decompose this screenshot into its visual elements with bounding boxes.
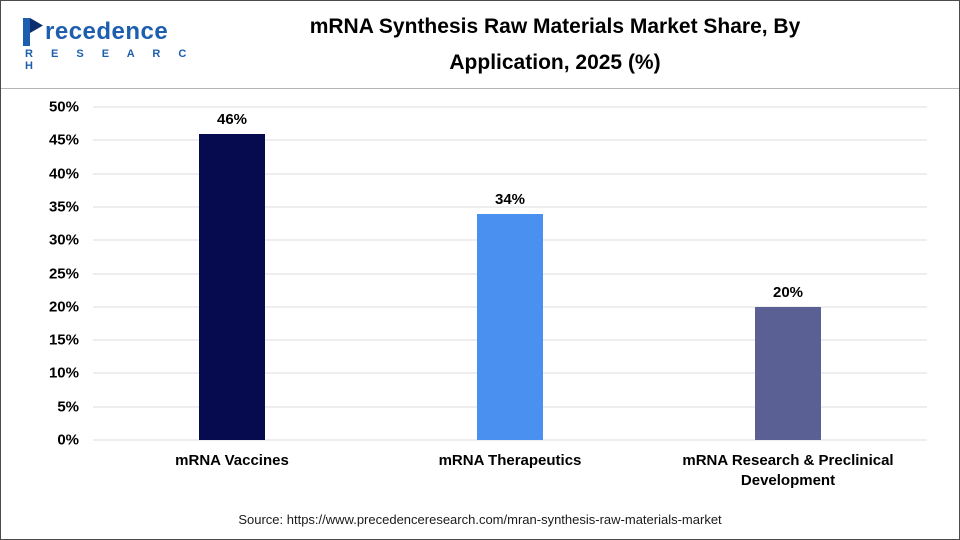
gridline: [93, 173, 927, 175]
y-axis-tick-label: 45%: [48, 131, 79, 149]
logo-p-icon: [21, 17, 43, 46]
bar-0: [199, 133, 265, 440]
bar-value-label: 20%: [772, 283, 804, 301]
y-axis-tick-label: 15%: [48, 331, 79, 349]
x-axis-category-label: mRNA Therapeutics: [438, 452, 582, 469]
chart-title-line2: Application, 2025 (%): [449, 50, 661, 74]
gridline: [93, 139, 927, 141]
bar-1: [477, 213, 543, 440]
bars-container: 46% 34% 20%: [93, 107, 927, 440]
gridline: [93, 106, 927, 108]
source-text: Source: https://www.precedenceresearch.c…: [238, 512, 722, 527]
chart-title-line1: mRNA Synthesis Raw Materials Market Shar…: [309, 14, 801, 38]
y-axis-tick-label: 0%: [57, 431, 79, 449]
logo-wordmark: recedence: [21, 17, 205, 46]
y-axis-tick-label: 10%: [48, 364, 79, 382]
y-axis-tick-label: 25%: [48, 265, 79, 282]
logo-subtext: R E S E A R C H: [25, 47, 194, 72]
bar-chart: 0% 5% 10% 15% 20% 25% 30% 35% 40% 45% 50% 46% 34% 20%…: [1, 89, 959, 539]
y-axis-tick-label: 35%: [48, 198, 79, 216]
y-axis-tick-label: 5%: [57, 398, 79, 416]
bar-2: [755, 306, 821, 440]
bar-slot: 34%: [371, 107, 649, 440]
y-axis-tick-label: 30%: [48, 231, 79, 249]
bar-value-label: 46%: [216, 110, 248, 128]
header: recedence R E S E A R C H mRNA Synthesis…: [1, 1, 959, 89]
bar-value-label: 34%: [494, 190, 526, 208]
logo-text: recedence: [45, 17, 169, 45]
x-axis-category-label: mRNA Research & Preclinical Development: [682, 452, 894, 490]
chart-title: mRNA Synthesis Raw Materials Market Shar…: [205, 9, 945, 80]
bar-slot: 46%: [93, 107, 371, 440]
y-axis-tick-label: 50%: [48, 98, 79, 116]
gridline: [93, 439, 927, 441]
x-axis-labels: mRNA Vaccines mRNA Therapeutics mRNA Resea…: [93, 451, 927, 492]
gridline: [93, 206, 927, 208]
plot-area: 0% 5% 10% 15% 20% 25% 30% 35% 40% 45% 50% 46% 34% 20%: [49, 99, 927, 449]
y-axis-tick-label: 40%: [48, 165, 79, 183]
y-axis-tick-label: 20%: [48, 298, 79, 316]
x-axis-category-label: mRNA Vaccines: [175, 452, 289, 469]
bar-slot: 20%: [649, 107, 927, 440]
precedence-research-logo: recedence R E S E A R C H: [15, 17, 205, 72]
